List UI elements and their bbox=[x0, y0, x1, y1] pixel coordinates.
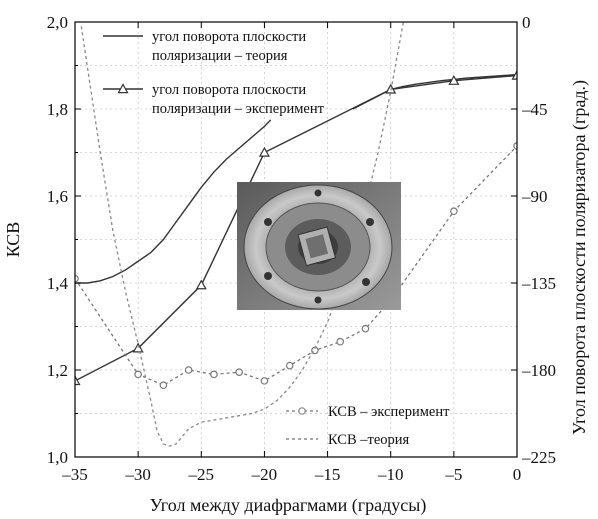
legend-label: угол поворота плоскости bbox=[152, 29, 306, 45]
x-tick-label: 0 bbox=[513, 465, 522, 484]
data-point-circle bbox=[285, 361, 294, 370]
legend-label: КСВ –теория bbox=[328, 432, 410, 448]
data-point-circle bbox=[134, 370, 142, 379]
data-point-circle bbox=[361, 324, 370, 333]
series-line-0 bbox=[75, 119, 272, 284]
data-point-triangle bbox=[195, 279, 207, 290]
x-tick-label: –5 bbox=[444, 465, 462, 484]
series-line-1 bbox=[352, 73, 517, 110]
x-tick-label: –30 bbox=[124, 465, 151, 484]
y2-tick-label: –225 bbox=[521, 448, 556, 467]
data-point-circle bbox=[260, 377, 269, 385]
y-tick-label: 1,0 bbox=[47, 448, 68, 467]
x-tick-label: –25 bbox=[188, 465, 215, 484]
data-point-circle bbox=[235, 368, 243, 376]
legend-label: поляризации – теория bbox=[152, 48, 288, 64]
legend-marker-circle bbox=[298, 407, 306, 415]
data-point-triangle bbox=[258, 146, 270, 157]
y2-tick-label: 0 bbox=[522, 13, 531, 32]
data-point-circle bbox=[184, 366, 193, 374]
series-layer bbox=[75, 22, 517, 447]
legend-label: угол поворота плоскости bbox=[152, 82, 306, 98]
y2-axis-title: Угол поворота плоскости поляризатора (гр… bbox=[569, 80, 590, 435]
data-point-circle bbox=[210, 370, 218, 379]
y-tick-label: 2,0 bbox=[47, 13, 68, 32]
x-tick-label: –20 bbox=[251, 465, 278, 484]
y-tick-label: 1,2 bbox=[47, 361, 68, 380]
axes: –35 –30 –25 –20 –15 –10 –5 0 1,0 1,2 1,4 1,6 1,8 2,0 –… bbox=[3, 13, 590, 516]
legend-marker-triangle bbox=[117, 83, 129, 94]
data-point-circle bbox=[450, 207, 458, 216]
y-tick-label: 1,4 bbox=[47, 274, 69, 293]
y-axis-title: КСВ bbox=[3, 222, 23, 258]
data-point-circle bbox=[159, 381, 168, 390]
y2-tick-label: –45 bbox=[521, 100, 548, 119]
legend-label: КСВ – эксперимент bbox=[328, 404, 450, 420]
legend: угол поворота плоскости поляризации – тео… bbox=[103, 29, 450, 448]
x-axis-title: Угол между диафрагмами (градусы) bbox=[150, 495, 427, 516]
legend-label: поляризации – эксперимент bbox=[152, 101, 325, 117]
series-line-4 bbox=[80, 22, 404, 447]
y2-tick-label: –90 bbox=[521, 187, 548, 206]
series-line-3 bbox=[75, 145, 517, 386]
y-tick-label: 1,8 bbox=[47, 100, 68, 119]
y2-tick-label: –135 bbox=[521, 274, 556, 293]
polarizer-photo bbox=[237, 182, 401, 310]
x-tick-label: –10 bbox=[377, 465, 404, 484]
x-tick-label: –35 bbox=[61, 465, 88, 484]
data-point-triangle bbox=[511, 69, 517, 80]
data-point-triangle bbox=[75, 375, 81, 386]
data-point-circle bbox=[336, 337, 345, 346]
x-tick-label: –15 bbox=[314, 465, 341, 484]
data-point-triangle bbox=[132, 342, 144, 353]
y2-tick-label: –180 bbox=[521, 361, 556, 380]
y-tick-label: 1,6 bbox=[47, 187, 68, 206]
data-point-triangle bbox=[448, 74, 460, 85]
